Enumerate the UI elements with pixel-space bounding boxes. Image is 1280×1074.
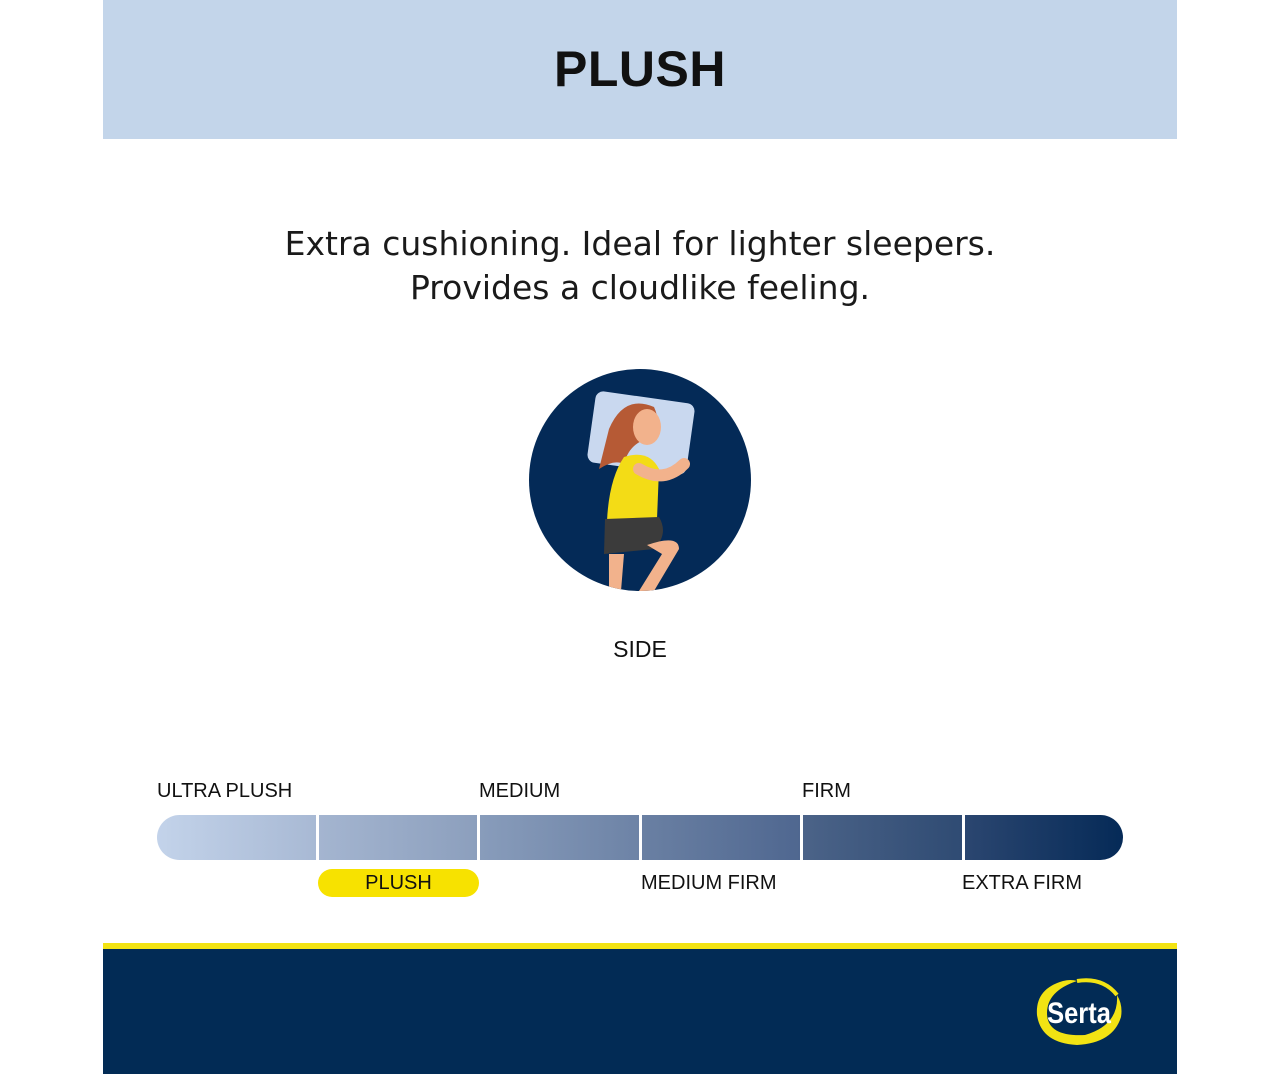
scale-segment [964,815,1123,860]
description: Extra cushioning. Ideal for lighter slee… [0,222,1280,310]
scale-segment [318,815,480,860]
selected-firmness-badge: PLUSH [318,869,479,897]
footer-accent-stripe [103,943,1177,949]
description-line: Provides a cloudlike feeling. [409,268,871,307]
footer-banner: Serta [103,949,1177,1074]
side-sleeper-illustration-icon [529,369,751,591]
scale-label-firm: FIRM [802,780,851,802]
firmness-scale-bar [157,815,1123,860]
brand-text: Serta [1047,996,1111,1029]
serta-logo-icon: Serta [1036,978,1122,1045]
description-line: Extra cushioning. Ideal for lighter slee… [284,224,996,263]
scale-label-medium: MEDIUM [479,780,561,802]
scale-segment [803,815,965,860]
sleep-position-label: SIDE [613,636,667,662]
scale-label-medium-firm: MEDIUM FIRM [641,872,777,894]
scale-label-extra-firm: EXTRA FIRM [962,872,1083,894]
scale-segment [480,815,642,860]
page-title: PLUSH [554,41,726,97]
scale-segment [641,815,803,860]
header-banner: PLUSH [103,0,1177,139]
scale-segment [157,815,319,860]
scale-label-ultra-plush: ULTRA PLUSH [157,780,293,802]
